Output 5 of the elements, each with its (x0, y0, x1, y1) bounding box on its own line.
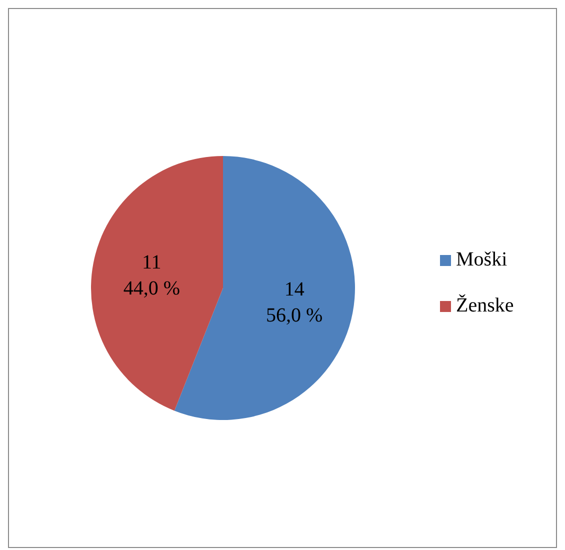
legend-label: Moški (456, 248, 508, 271)
data-label: 14 56,0 % (266, 278, 323, 327)
data-label: 11 44,0 % (123, 251, 180, 300)
pie-slice (91, 156, 223, 411)
legend-label: Ženske (456, 294, 514, 317)
